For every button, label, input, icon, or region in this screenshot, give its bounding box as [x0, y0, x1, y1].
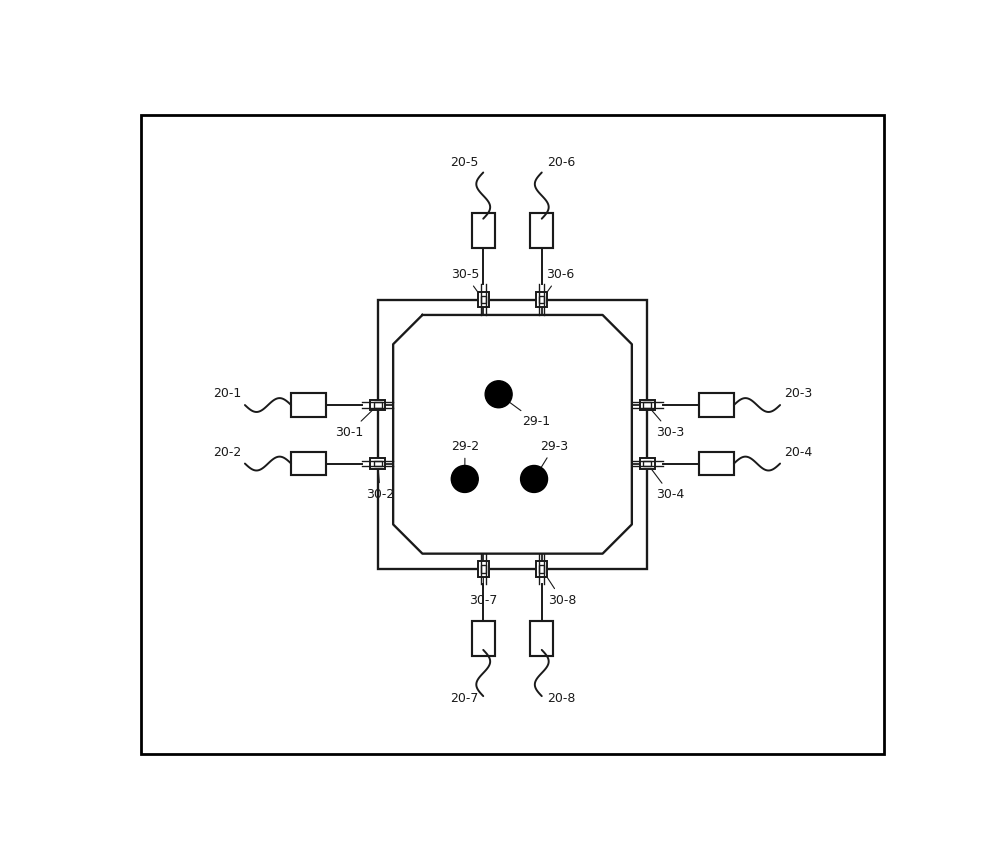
Bar: [643, 461, 651, 466]
Text: 29-1: 29-1: [501, 396, 550, 428]
Text: 20-2: 20-2: [213, 445, 241, 459]
Bar: [536, 562, 547, 577]
Bar: [370, 458, 385, 469]
Text: 30-3: 30-3: [649, 407, 685, 439]
Text: 30-6: 30-6: [543, 268, 574, 298]
Text: 20-4: 20-4: [784, 445, 812, 459]
Text: 30-8: 30-8: [543, 571, 576, 606]
Bar: [640, 458, 655, 469]
Text: 29-2: 29-2: [451, 439, 479, 476]
Text: 20-7: 20-7: [450, 692, 478, 705]
Bar: [481, 296, 486, 304]
Bar: [481, 565, 486, 573]
Text: 20-5: 20-5: [450, 157, 478, 169]
Bar: [539, 565, 544, 573]
Circle shape: [451, 465, 478, 493]
Bar: [478, 562, 489, 577]
Bar: [378, 299, 647, 569]
Text: 20-8: 20-8: [547, 692, 575, 705]
Bar: [643, 402, 651, 408]
Text: 30-1: 30-1: [335, 407, 376, 439]
Text: 30-7: 30-7: [469, 572, 498, 606]
Bar: [291, 452, 326, 475]
Bar: [530, 213, 553, 248]
Text: 29-3: 29-3: [536, 439, 568, 476]
Text: 20-3: 20-3: [784, 387, 812, 401]
Bar: [478, 292, 489, 307]
Text: 30-2: 30-2: [366, 466, 394, 501]
Bar: [530, 621, 553, 655]
Text: 30-5: 30-5: [451, 268, 482, 298]
Bar: [370, 400, 385, 410]
Bar: [536, 292, 547, 307]
Bar: [374, 461, 382, 466]
Bar: [640, 400, 655, 410]
Text: 20-6: 20-6: [547, 157, 575, 169]
Text: 30-4: 30-4: [649, 466, 685, 501]
Bar: [472, 621, 495, 655]
Bar: [539, 296, 544, 304]
Bar: [699, 452, 734, 475]
Circle shape: [485, 381, 512, 408]
Text: 20-1: 20-1: [213, 387, 241, 401]
Bar: [699, 394, 734, 416]
Bar: [472, 213, 495, 248]
Circle shape: [521, 465, 548, 493]
Bar: [374, 402, 382, 408]
Bar: [291, 394, 326, 416]
